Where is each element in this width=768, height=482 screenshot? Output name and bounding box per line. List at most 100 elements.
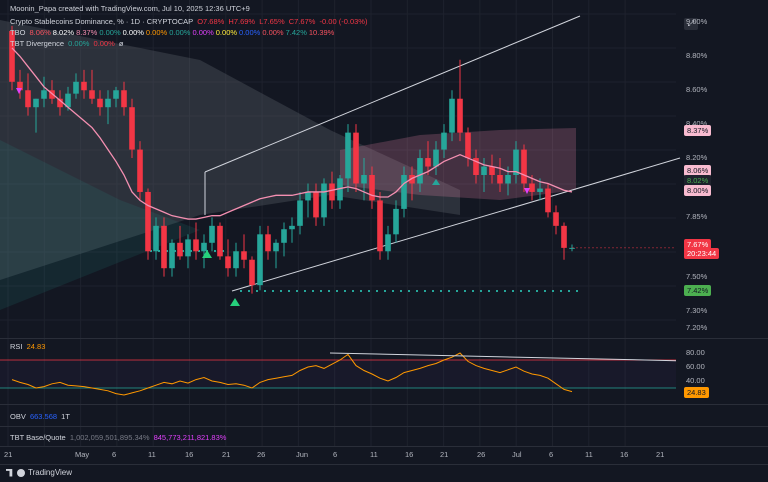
candle-body	[241, 251, 247, 260]
support-dot	[328, 290, 330, 292]
obv-label: OBV	[10, 412, 26, 421]
time-axis-line	[0, 446, 768, 447]
candle-body	[249, 259, 255, 286]
divergence-value-1: 0.00%	[68, 39, 90, 48]
rsi-legend[interactable]: RSI 24.83	[10, 342, 47, 352]
pane-separator-obv[interactable]	[0, 404, 768, 405]
candle-body	[9, 30, 15, 82]
candle-body	[153, 225, 159, 252]
tbo-value: 0.00%	[262, 28, 284, 37]
symbol-name[interactable]: Crypto Stablecoins Dominance, % · 1D · C…	[10, 17, 194, 26]
candle-body	[537, 188, 543, 192]
support-dot	[288, 290, 290, 292]
time-tick-label: 16	[185, 450, 194, 459]
candle-body	[265, 234, 271, 252]
time-tick-label: 26	[257, 450, 266, 459]
candle-body	[417, 158, 423, 184]
time-tick-label: 11	[370, 450, 378, 459]
candle-body	[545, 188, 551, 213]
price-badge: 8.06%	[684, 165, 712, 176]
candle-body	[481, 166, 487, 175]
support-dot	[280, 290, 282, 292]
candle-body	[337, 178, 343, 201]
candle-body	[513, 149, 519, 175]
support-dot	[520, 290, 522, 292]
candle-body	[433, 149, 439, 167]
support-dot	[296, 290, 298, 292]
time-tick-label: 6	[333, 450, 338, 459]
candle-body	[377, 200, 383, 252]
price-tick-label: 8.20%	[686, 153, 708, 163]
candle-body	[225, 256, 231, 269]
support-dot	[432, 290, 434, 292]
rsi-pane	[0, 352, 677, 396]
pane-separator-tbt[interactable]	[0, 426, 768, 427]
support-dot	[240, 290, 242, 292]
support-dot	[336, 290, 338, 292]
candle-body	[345, 132, 351, 179]
tbt-legend[interactable]: TBT Base/Quote 1,002,059,501,895.34% 845…	[10, 433, 228, 443]
tbo-values: 8.06% 8.02% 8.37% 0.00% 0.00% 0.00% 0.00% 0.00%…	[30, 28, 337, 37]
tradingview-logo-dot	[17, 468, 25, 477]
support-dot	[464, 290, 466, 292]
candle-body	[25, 90, 31, 108]
support-dot	[496, 290, 498, 292]
price-badge: 8.00%	[684, 185, 712, 196]
support-dot	[384, 290, 386, 292]
price-tick-label: 8.40%	[686, 119, 708, 129]
time-tick-label: 16	[620, 450, 629, 459]
time-tick-label: Jul	[512, 450, 522, 459]
support-dot	[190, 250, 192, 252]
tbo-legend[interactable]: TBO 8.06% 8.02% 8.37% 0.00% 0.00% 0.00% 0.00% 0…	[10, 28, 338, 38]
price-tick-label: 8.60%	[686, 85, 708, 95]
small-signal-marker	[432, 179, 440, 185]
candle-body	[329, 183, 335, 201]
candle-body	[401, 175, 407, 209]
candle-body	[553, 212, 559, 226]
support-dot	[352, 290, 354, 292]
legend-change: -0.00 (-0.03%)	[319, 17, 368, 26]
candle-body	[209, 225, 215, 243]
candle-body	[505, 175, 511, 184]
candle-body	[17, 81, 23, 91]
support-dot	[424, 290, 426, 292]
time-tick-label: 21	[4, 450, 13, 459]
support-dot	[198, 250, 200, 252]
candle-body	[97, 98, 103, 108]
candle-body	[457, 98, 463, 133]
brand-name: TradingView	[28, 468, 73, 477]
candle-body	[441, 132, 447, 150]
obv-value-2: 1T	[61, 412, 70, 421]
obv-legend[interactable]: OBV 663.568 1T	[10, 412, 72, 422]
candle-body	[561, 225, 567, 248]
candle-body	[465, 132, 471, 159]
support-dot	[222, 250, 224, 252]
support-dot	[512, 290, 514, 292]
pane-separator-rsi[interactable]	[0, 338, 768, 339]
price-tick-label: 7.85%	[686, 212, 708, 222]
price-tick-label: 7.20%	[686, 322, 708, 332]
candle-body	[385, 234, 391, 252]
tbt-value-1: 1,002,059,501,895.34%	[69, 433, 150, 442]
price-badge: 8.37%	[684, 125, 712, 136]
tbo-value: 8.02%	[52, 28, 75, 37]
support-dot	[256, 290, 258, 292]
candle-body	[145, 191, 151, 252]
tbo-value: 10.39%	[308, 28, 335, 37]
tbo-value: 8.37%	[76, 28, 98, 37]
candle-body	[89, 90, 95, 99]
support-dot	[360, 290, 362, 292]
tbo-value: 0.00%	[192, 28, 214, 37]
divergence-legend[interactable]: TBT Divergence 0.00% 0.00% ø	[10, 39, 126, 49]
candle-body	[121, 90, 127, 108]
price-tick-label: 7.30%	[686, 305, 708, 315]
rsi-tick-label: 60.00	[686, 362, 705, 371]
candle-body	[169, 242, 175, 269]
expand-icon[interactable]: ⤢	[684, 18, 698, 30]
support-dot	[576, 290, 578, 292]
support-dot	[248, 290, 250, 292]
support-dot	[472, 290, 474, 292]
time-tick-label: 11	[148, 450, 156, 459]
rsi-band	[0, 360, 676, 388]
